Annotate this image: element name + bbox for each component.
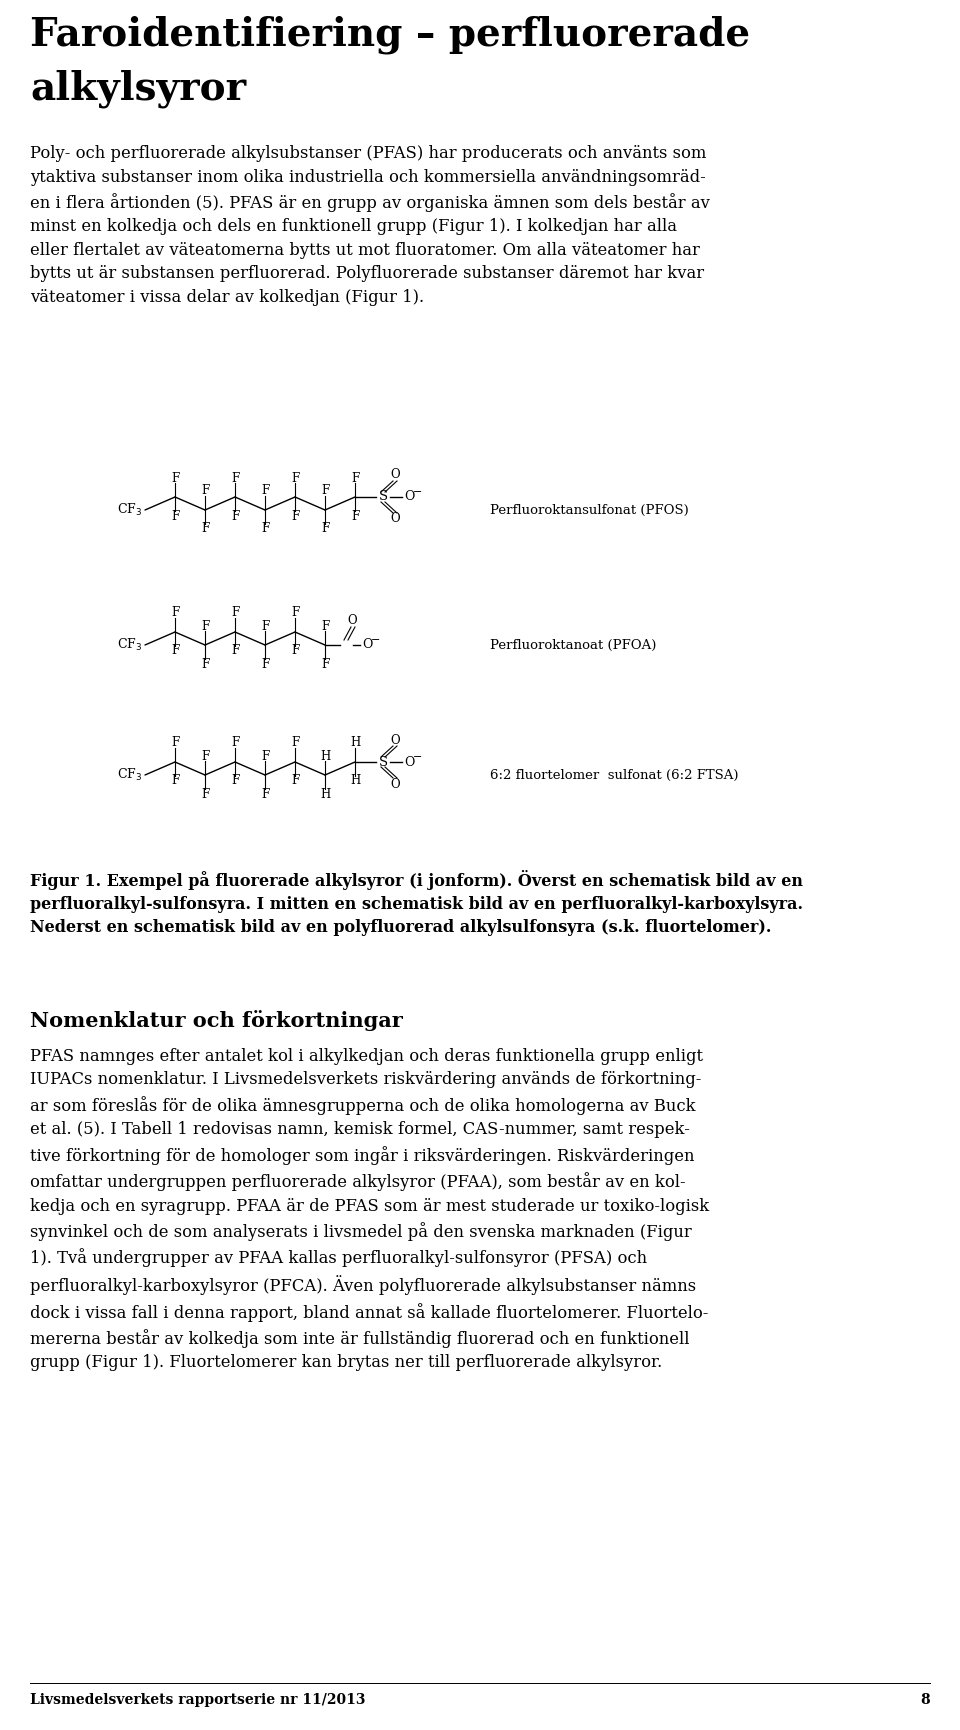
Text: O: O xyxy=(390,512,399,526)
Text: −: − xyxy=(414,488,422,497)
Text: Nomenklatur och förkortningar: Nomenklatur och förkortningar xyxy=(30,1010,403,1031)
Text: F: F xyxy=(201,522,209,536)
Text: O: O xyxy=(390,469,399,481)
Text: Perfluoroktansulfonat (PFOS): Perfluoroktansulfonat (PFOS) xyxy=(490,503,688,517)
Text: F: F xyxy=(291,645,300,657)
Text: F: F xyxy=(230,607,239,619)
Text: CF$_3$: CF$_3$ xyxy=(117,766,142,784)
Text: Livsmedelsverkets rapportserie nr 11/2013: Livsmedelsverkets rapportserie nr 11/201… xyxy=(30,1694,366,1708)
Text: S: S xyxy=(378,491,388,503)
Text: 6:2 fluortelomer  sulfonat (6:2 FTSA): 6:2 fluortelomer sulfonat (6:2 FTSA) xyxy=(490,768,738,782)
Text: F: F xyxy=(261,787,269,801)
Text: O: O xyxy=(390,777,399,791)
Text: O: O xyxy=(348,614,357,628)
Text: O: O xyxy=(404,756,414,768)
Text: Perfluoroktanoat (PFOA): Perfluoroktanoat (PFOA) xyxy=(490,638,657,652)
Text: Figur 1. Exempel på fluorerade alkylsyror (i jonform). Överst en schematisk bild: Figur 1. Exempel på fluorerade alkylsyro… xyxy=(30,870,803,936)
Text: PFAS namnges efter antalet kol i alkylkedjan och deras funktionella grupp enligt: PFAS namnges efter antalet kol i alkylke… xyxy=(30,1048,709,1372)
Text: F: F xyxy=(350,472,359,484)
Text: O: O xyxy=(362,638,372,652)
Text: F: F xyxy=(201,619,209,633)
Text: −: − xyxy=(372,635,381,645)
Text: F: F xyxy=(291,607,300,619)
Text: F: F xyxy=(291,737,300,749)
Text: F: F xyxy=(321,522,329,536)
Text: O: O xyxy=(404,491,414,503)
Text: H: H xyxy=(320,749,330,763)
Text: F: F xyxy=(230,645,239,657)
Text: S: S xyxy=(378,756,388,768)
Text: alkylsyror: alkylsyror xyxy=(30,69,246,109)
Text: F: F xyxy=(171,737,180,749)
Text: O: O xyxy=(390,734,399,747)
Text: Poly- och perfluorerade alkylsubstanser (PFAS) har producerats och använts som
y: Poly- och perfluorerade alkylsubstanser … xyxy=(30,145,709,306)
Text: F: F xyxy=(171,775,180,787)
Text: F: F xyxy=(171,645,180,657)
Text: F: F xyxy=(291,472,300,484)
Text: H: H xyxy=(349,775,360,787)
Text: F: F xyxy=(291,510,300,522)
Text: CF$_3$: CF$_3$ xyxy=(117,502,142,517)
Text: F: F xyxy=(291,775,300,787)
Text: F: F xyxy=(230,472,239,484)
Text: F: F xyxy=(321,619,329,633)
Text: F: F xyxy=(321,484,329,498)
Text: F: F xyxy=(230,737,239,749)
Text: F: F xyxy=(201,484,209,498)
Text: F: F xyxy=(261,619,269,633)
Text: H: H xyxy=(320,787,330,801)
Text: F: F xyxy=(230,510,239,522)
Text: F: F xyxy=(230,775,239,787)
Text: F: F xyxy=(261,749,269,763)
Text: F: F xyxy=(321,657,329,671)
Text: Faroidentifiering – perfluorerade: Faroidentifiering – perfluorerade xyxy=(30,16,750,54)
Text: F: F xyxy=(171,607,180,619)
Text: F: F xyxy=(261,657,269,671)
Text: F: F xyxy=(201,749,209,763)
Text: −: − xyxy=(414,753,422,761)
Text: CF$_3$: CF$_3$ xyxy=(117,637,142,652)
Text: 8: 8 xyxy=(921,1694,930,1708)
Text: H: H xyxy=(349,737,360,749)
Text: F: F xyxy=(261,522,269,536)
Text: F: F xyxy=(201,787,209,801)
Text: F: F xyxy=(261,484,269,498)
Text: F: F xyxy=(201,657,209,671)
Text: F: F xyxy=(171,472,180,484)
Text: F: F xyxy=(171,510,180,522)
Text: F: F xyxy=(350,510,359,522)
